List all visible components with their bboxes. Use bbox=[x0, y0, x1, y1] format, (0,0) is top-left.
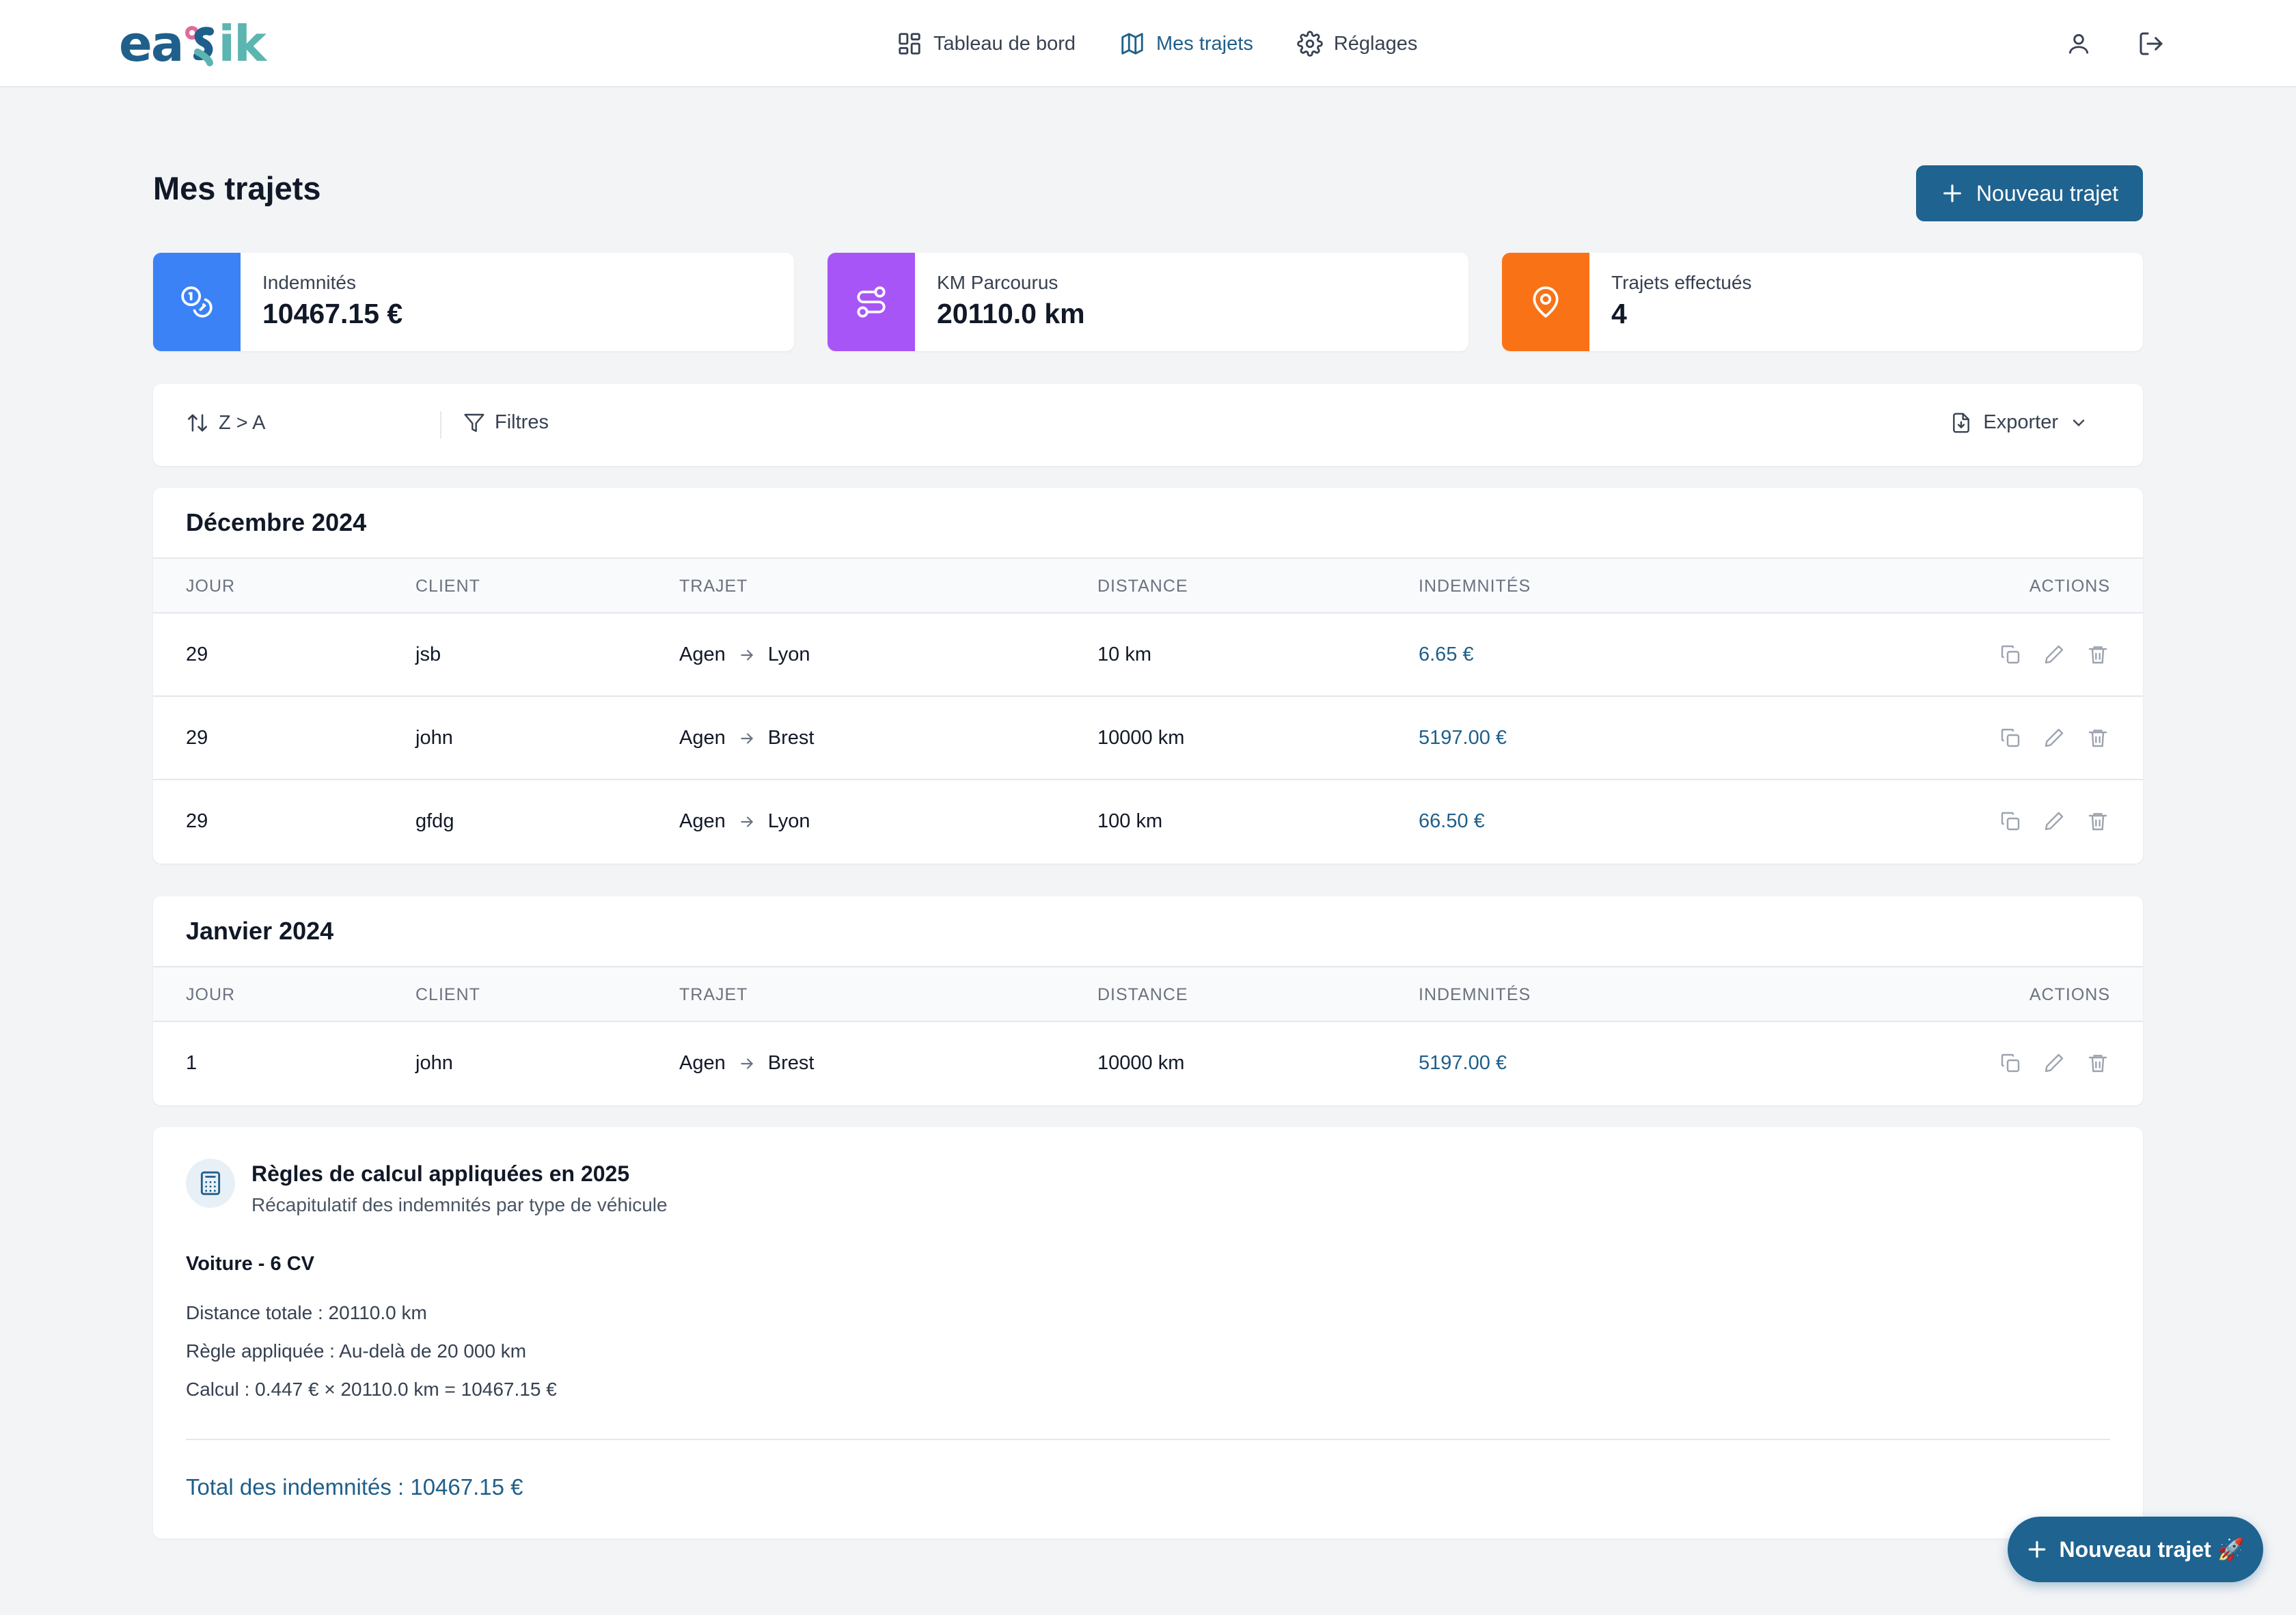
table-header: JOUR CLIENT TRAJET DISTANCE INDEMNITÉS A… bbox=[153, 559, 2143, 613]
route-cell: Agen Brest bbox=[679, 727, 815, 749]
edit-pencil-icon[interactable] bbox=[2042, 641, 2066, 668]
filter-button[interactable]: Filtres bbox=[463, 411, 549, 434]
table-header: JOUR CLIENT TRAJET DISTANCE INDEMNITÉS A… bbox=[153, 967, 2143, 1022]
chevron-down-icon bbox=[2069, 413, 2088, 432]
route-cell: Agen Lyon bbox=[679, 644, 810, 665]
rule-line-applied: Règle appliquée : Au-delà de 20 000 km bbox=[186, 1340, 527, 1362]
map-icon bbox=[1119, 31, 1145, 57]
trash-icon[interactable] bbox=[2086, 724, 2110, 751]
location-pin-icon bbox=[1502, 253, 1589, 351]
page-title: Mes trajets bbox=[153, 170, 321, 206]
rules-subtitle: Récapitulatif des indemnités par type de… bbox=[251, 1194, 668, 1215]
stat-value: 20110.0 km bbox=[937, 298, 1085, 329]
list-toolbar: Z > A Filtres Exporter bbox=[153, 384, 2143, 466]
arrow-right-icon bbox=[738, 1055, 756, 1073]
stat-label: Indemnités bbox=[262, 272, 356, 293]
main-nav: Tableau de bord Mes trajets Réglages bbox=[897, 27, 1417, 60]
calculator-icon bbox=[186, 1159, 235, 1208]
top-right-icons bbox=[2062, 27, 2168, 60]
route-icon bbox=[828, 253, 915, 351]
stat-card-indemnites: Indemnités 10467.15 € bbox=[153, 253, 794, 351]
stat-card-trajets: Trajets effectués 4 bbox=[1502, 253, 2143, 351]
month-section-decembre-2024: Décembre 2024 JOUR CLIENT TRAJET DISTANC… bbox=[153, 488, 2143, 864]
table-row: 29 gfdg Agen Lyon 100 km 66.50 € bbox=[153, 780, 2143, 864]
stat-card-km: KM Parcourus 20110.0 km bbox=[828, 253, 1468, 351]
route-cell: Agen Brest bbox=[679, 1052, 815, 1074]
table-row: 29 john Agen Brest 10000 km 5197.00 € bbox=[153, 697, 2143, 780]
stat-value: 10467.15 € bbox=[262, 298, 403, 329]
app-logo[interactable]: ea ik bbox=[119, 15, 266, 72]
trash-icon[interactable] bbox=[2086, 808, 2110, 835]
month-title: Janvier 2024 bbox=[153, 896, 2143, 967]
stat-value: 4 bbox=[1611, 298, 1627, 329]
file-download-icon bbox=[1950, 412, 1972, 434]
edit-pencil-icon[interactable] bbox=[2042, 808, 2066, 835]
nav-item-reglages[interactable]: Réglages bbox=[1297, 31, 1417, 57]
trash-icon[interactable] bbox=[2086, 641, 2110, 668]
duplicate-icon[interactable] bbox=[1998, 724, 2023, 751]
sort-arrows-icon bbox=[186, 411, 209, 434]
top-navbar: ea ik Tableau de bord bbox=[0, 0, 2296, 87]
plus-icon bbox=[2026, 1538, 2048, 1560]
total-indemnities: Total des indemnités : 10467.15 € bbox=[186, 1474, 523, 1500]
route-cell: Agen Lyon bbox=[679, 810, 810, 832]
filter-icon bbox=[463, 412, 485, 434]
rule-line-distance: Distance totale : 20110.0 km bbox=[186, 1302, 427, 1323]
rules-title: Règles de calcul appliquées en 2025 bbox=[251, 1161, 630, 1186]
duplicate-icon[interactable] bbox=[1998, 1049, 2023, 1077]
duplicate-icon[interactable] bbox=[1998, 641, 2023, 668]
row-actions bbox=[1998, 641, 2110, 668]
row-actions bbox=[1998, 724, 2110, 751]
new-trip-button[interactable]: Nouveau trajet bbox=[1916, 165, 2143, 221]
dashboard-icon bbox=[897, 31, 922, 57]
table-row: 29 jsb Agen Lyon 10 km 6.65 € bbox=[153, 613, 2143, 697]
stat-label: KM Parcourus bbox=[937, 272, 1058, 293]
user-icon[interactable] bbox=[2062, 27, 2095, 60]
arrow-right-icon bbox=[738, 646, 756, 664]
plus-icon bbox=[1941, 182, 1964, 205]
edit-pencil-icon[interactable] bbox=[2042, 724, 2066, 751]
calculation-rules-card: Règles de calcul appliquées en 2025 Réca… bbox=[153, 1127, 2143, 1538]
row-actions bbox=[1998, 808, 2110, 835]
logo-pin-icon bbox=[182, 18, 218, 70]
month-title: Décembre 2024 bbox=[153, 488, 2143, 559]
toolbar-divider bbox=[440, 411, 441, 439]
month-section-janvier-2024: Janvier 2024 JOUR CLIENT TRAJET DISTANCE… bbox=[153, 896, 2143, 1105]
row-actions bbox=[1998, 1049, 2110, 1077]
sort-button[interactable]: Z > A bbox=[186, 411, 266, 434]
trash-icon[interactable] bbox=[2086, 1049, 2110, 1077]
edit-pencil-icon[interactable] bbox=[2042, 1049, 2066, 1077]
table-row: 1 john Agen Brest 10000 km 5197.00 € bbox=[153, 1022, 2143, 1105]
nav-item-mes-trajets[interactable]: Mes trajets bbox=[1119, 31, 1253, 57]
floating-new-trip-button[interactable]: Nouveau trajet 🚀 bbox=[2008, 1517, 2263, 1582]
gear-icon bbox=[1297, 31, 1323, 57]
rule-line-calculation: Calcul : 0.447 € × 20110.0 km = 10467.15… bbox=[186, 1379, 557, 1400]
arrow-right-icon bbox=[738, 813, 756, 831]
duplicate-icon[interactable] bbox=[1998, 808, 2023, 835]
stat-label: Trajets effectués bbox=[1611, 272, 1752, 293]
arrow-right-icon bbox=[738, 730, 756, 747]
vehicle-type: Voiture - 6 CV bbox=[186, 1253, 314, 1275]
nav-item-dashboard[interactable]: Tableau de bord bbox=[897, 31, 1076, 57]
export-dropdown[interactable]: Exporter bbox=[1950, 411, 2088, 434]
logout-icon[interactable] bbox=[2135, 27, 2168, 60]
coins-icon bbox=[153, 253, 241, 351]
divider bbox=[186, 1439, 2110, 1440]
